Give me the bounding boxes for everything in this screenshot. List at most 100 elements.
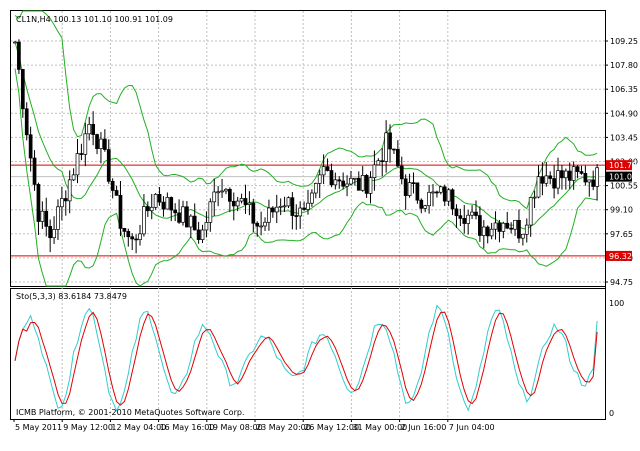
price-tick-label: 97.65 [610, 230, 633, 239]
candle-body [103, 138, 107, 150]
candle-body [67, 179, 72, 202]
candle-body [142, 206, 146, 235]
candle-body [575, 166, 580, 172]
candle-body [329, 170, 334, 186]
candle-body [411, 182, 416, 185]
candle-body [181, 206, 185, 223]
candle-body [364, 175, 369, 194]
candle-body [376, 160, 381, 166]
price-tick-label: 107.80 [610, 61, 638, 70]
candle-body [345, 183, 349, 187]
price-tick-label: 99.10 [610, 206, 633, 215]
candle-body [548, 175, 553, 179]
price-badges: 101.78 96.32 101.09 [606, 160, 637, 261]
candle-body [71, 174, 76, 181]
price-tick-label: 94.75 [610, 278, 633, 287]
time-tick-label: 16 May 16:00 [160, 423, 215, 432]
candle-body [337, 179, 342, 182]
candle-body [286, 197, 291, 207]
candle-body [118, 194, 123, 229]
candle-body [169, 197, 174, 211]
candle-body [442, 186, 447, 202]
candle-body [556, 170, 560, 189]
candle-body [372, 164, 377, 178]
candle-body [505, 222, 510, 229]
bollinger-bands [14, 10, 598, 287]
candle-body [231, 200, 236, 207]
candle-body [134, 238, 138, 241]
candle-body [595, 167, 599, 187]
candle-body [341, 180, 346, 187]
candle-body [40, 210, 45, 222]
candle-body [122, 228, 127, 232]
candle-body [466, 214, 471, 224]
current-price-badge [606, 171, 632, 182]
candle-body [32, 157, 37, 185]
copyright-text: ICMB Platform, © 2001-2010 MetaQuotes So… [16, 408, 245, 417]
candle-body [517, 219, 521, 239]
price-tick-label: 106.35 [610, 85, 638, 94]
candle-body [75, 153, 80, 176]
time-tick-label: 7 Jun 04:00 [449, 423, 495, 432]
price-tick-label: 104.90 [610, 109, 638, 118]
candle-body [274, 206, 279, 213]
candle-body [290, 197, 295, 216]
candle-body [462, 218, 467, 224]
candle-body [435, 191, 439, 194]
level-badge-label: 96.32 [609, 252, 632, 261]
candle-body [587, 179, 592, 183]
current-price-label: 101.09 [609, 173, 637, 182]
candle-body [63, 198, 68, 202]
candle-body [110, 180, 115, 191]
candle-body [282, 205, 287, 208]
candle-body [278, 205, 283, 208]
candle-body [509, 227, 513, 230]
candle-body [255, 222, 260, 227]
candle-body [24, 108, 29, 136]
candle-body [224, 188, 228, 192]
candle-body [60, 198, 64, 208]
level-badge [606, 160, 632, 171]
candles [13, 39, 599, 254]
candle-body [392, 148, 396, 151]
candle-body [126, 231, 131, 238]
candle-body [431, 191, 435, 194]
candle-body [470, 211, 474, 216]
candle-body [368, 177, 373, 194]
candle-body [235, 200, 240, 207]
candle-body [481, 226, 486, 236]
candle-body [208, 201, 213, 223]
candle-body [415, 182, 420, 201]
time-tick-label: 9 May 12:00 [63, 423, 113, 432]
symbol-info: CL1N,H4 100.13 101.10 100.91 101.09 [16, 15, 173, 24]
candle-body [384, 132, 388, 162]
time-tick-label: 31 May 00:00 [352, 423, 407, 432]
candle-body [567, 170, 572, 181]
candle-body [356, 177, 361, 191]
candle-body [185, 206, 189, 228]
price-tick-label: 109.25 [610, 37, 638, 46]
candle-body [99, 138, 103, 149]
candle-body [427, 191, 431, 207]
candle-body [313, 183, 318, 194]
candle-body [493, 222, 498, 230]
stochastic-scale-bottom: 0 [609, 409, 614, 418]
candle-body [560, 170, 564, 179]
candle-body [79, 153, 84, 155]
candle-body [419, 199, 424, 209]
candle-body [259, 225, 263, 228]
candle-body [399, 165, 404, 180]
candle-body [228, 188, 232, 202]
time-tick-label: 12 May 04:00 [111, 423, 166, 432]
candle-body [536, 176, 541, 198]
candle-body [521, 233, 525, 239]
candle-body [48, 225, 53, 239]
candle-body [294, 215, 299, 217]
candle-body [87, 124, 92, 135]
candle-body [446, 189, 451, 202]
candle-body [485, 226, 490, 237]
candle-body [423, 205, 428, 209]
